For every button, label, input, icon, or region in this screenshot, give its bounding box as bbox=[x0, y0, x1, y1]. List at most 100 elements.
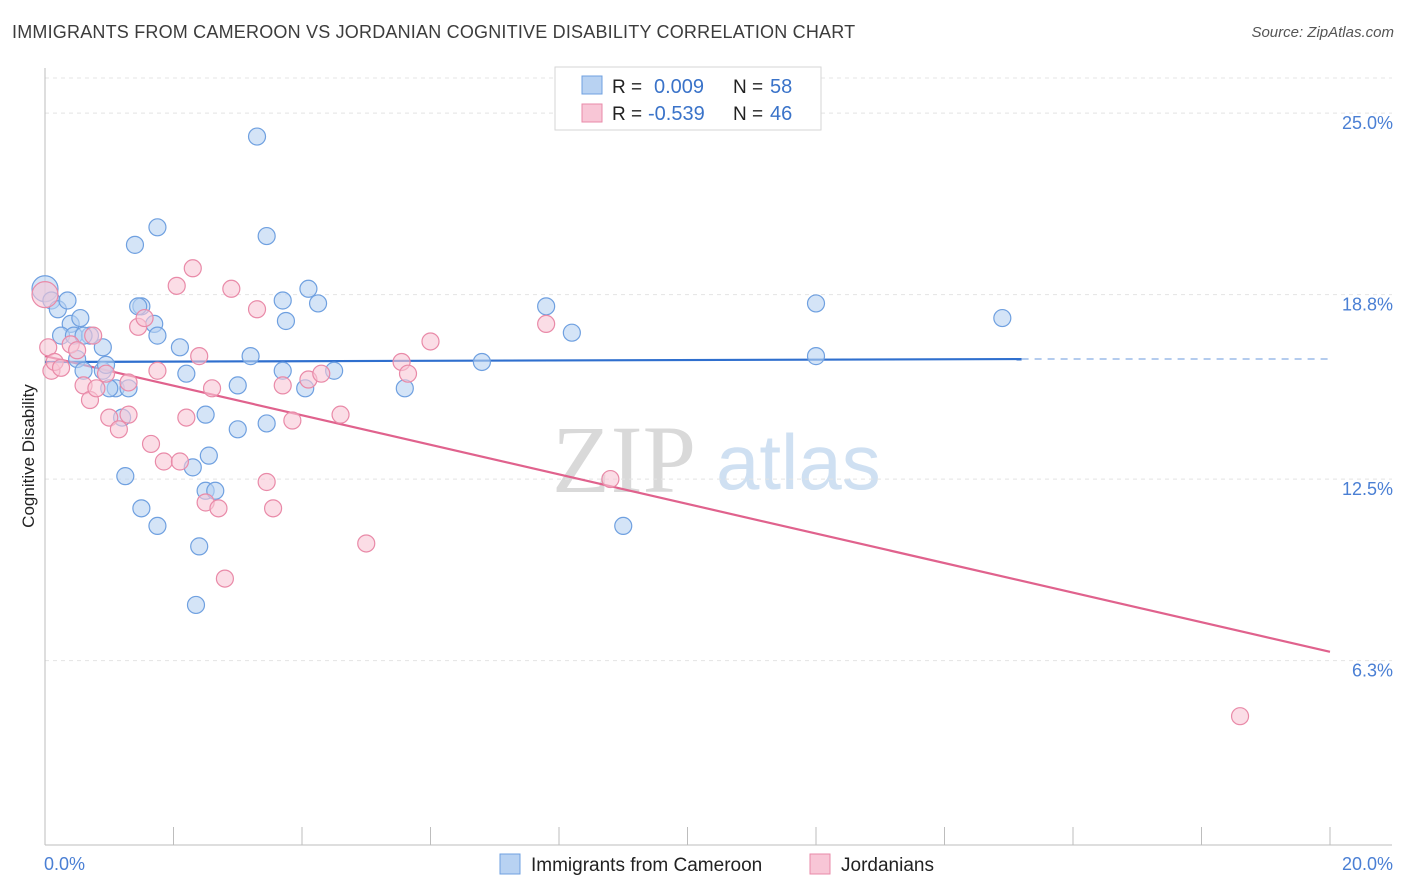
series-legend: Immigrants from Cameroon Jordanians bbox=[499, 853, 934, 876]
jordanian-point bbox=[257, 472, 276, 492]
jordanian-point bbox=[537, 314, 556, 334]
jordanian-point bbox=[135, 308, 154, 328]
cameroon-point bbox=[273, 291, 292, 310]
jordanian-point bbox=[167, 276, 186, 295]
jordanian-point bbox=[100, 408, 119, 427]
bottom-legend-label-cameroon: Immigrants from Cameroon bbox=[531, 855, 762, 876]
axes: 6.3% 12.5% 18.8% 25.0% 0.0% 20.0% bbox=[44, 68, 1393, 874]
chart-title: IMMIGRANTS FROM CAMEROON VS JORDANIAN CO… bbox=[12, 22, 856, 42]
cameroon-point bbox=[148, 516, 167, 536]
legend-r-value-2: -0.539 bbox=[648, 103, 705, 125]
legend-n-label-2: N = bbox=[733, 104, 763, 125]
cameroon-point bbox=[93, 338, 112, 357]
cameroon-point bbox=[241, 347, 260, 366]
jordanian-point bbox=[177, 408, 196, 427]
x-tick-label: 20.0% bbox=[1342, 854, 1393, 874]
cameroon-point bbox=[299, 279, 318, 298]
jordanian-point bbox=[283, 411, 302, 430]
cameroon-point bbox=[562, 323, 581, 342]
jordanian-point bbox=[96, 364, 116, 383]
jordanian-point bbox=[141, 434, 161, 454]
data-points bbox=[31, 127, 1250, 726]
jordanian-point bbox=[601, 469, 620, 489]
jordanian-trend-line bbox=[44, 355, 1331, 653]
cameroon-point bbox=[199, 446, 218, 465]
cameroon-point bbox=[247, 127, 267, 146]
y-tick-label: 6.3% bbox=[1352, 661, 1393, 681]
bottom-legend-label-jordanians: Jordanians bbox=[841, 855, 934, 876]
cameroon-point bbox=[257, 226, 276, 246]
cameroon-trend-line bbox=[44, 357, 1022, 364]
cameroon-point bbox=[58, 291, 77, 310]
cameroon-point bbox=[537, 297, 556, 316]
legend-swatch-cameroon bbox=[581, 75, 603, 95]
jordanian-point bbox=[209, 499, 228, 518]
watermark-atlas: atlas bbox=[716, 418, 881, 506]
cameroon-point bbox=[190, 537, 209, 556]
jordanian-point bbox=[222, 279, 241, 298]
jordanian-point bbox=[263, 499, 283, 518]
y-tick-label: 12.5% bbox=[1342, 479, 1393, 499]
legend-r-value-1: 0.009 bbox=[654, 76, 704, 98]
cameroon-point bbox=[993, 308, 1012, 328]
trend-lines bbox=[44, 355, 1331, 653]
jordanian-point bbox=[31, 281, 59, 309]
jordanian-point bbox=[357, 534, 376, 553]
cameroon-point bbox=[614, 516, 633, 536]
legend-r-label-2: R = bbox=[612, 104, 642, 125]
bottom-legend-swatch-jordanians bbox=[809, 853, 831, 875]
cameroon-point bbox=[132, 499, 151, 518]
jordanian-point bbox=[148, 361, 167, 380]
legend-n-value-1: 58 bbox=[770, 76, 792, 98]
cameroon-point bbox=[148, 218, 167, 237]
jordanian-point bbox=[119, 405, 138, 424]
jordanian-point bbox=[87, 379, 106, 398]
jordanian-point bbox=[109, 420, 128, 439]
source-label: Source: ZipAtlas.com bbox=[1251, 24, 1394, 41]
legend-n-label-1: N = bbox=[733, 77, 763, 98]
y-tick-label: 18.8% bbox=[1342, 295, 1393, 315]
gridlines bbox=[45, 77, 1392, 662]
jordanian-point bbox=[215, 569, 234, 588]
cameroon-point bbox=[228, 420, 247, 439]
cameroon-point bbox=[308, 294, 328, 313]
jordanian-point bbox=[170, 452, 190, 471]
jordanian-point bbox=[84, 326, 103, 345]
correlation-legend: R = 0.009 N = 58 R = -0.539 N = 46 bbox=[554, 66, 822, 131]
legend-r-label-1: R = bbox=[612, 77, 642, 98]
jordanian-point bbox=[398, 364, 418, 383]
jordanian-point bbox=[190, 347, 209, 366]
jordanian-point bbox=[1230, 707, 1250, 726]
jordanian-point bbox=[312, 364, 331, 383]
y-tick-label: 25.0% bbox=[1342, 113, 1393, 133]
cameroon-point bbox=[125, 235, 145, 254]
bottom-legend-swatch-cameroon bbox=[499, 853, 521, 875]
cameroon-point bbox=[206, 481, 225, 500]
legend-n-value-2: 46 bbox=[770, 103, 792, 125]
x-tick-label: 0.0% bbox=[44, 854, 85, 874]
jordanian-point bbox=[331, 405, 350, 424]
cameroon-point bbox=[276, 311, 296, 331]
jordanian-point bbox=[68, 341, 87, 360]
jordanian-point bbox=[183, 259, 202, 278]
jordanian-point bbox=[154, 452, 173, 471]
cameroon-point bbox=[228, 376, 247, 395]
jordanian-point bbox=[421, 332, 440, 351]
cameroon-point bbox=[395, 379, 414, 398]
cameroon-point bbox=[177, 364, 196, 383]
jordanian-point bbox=[51, 358, 71, 377]
cameroon-point bbox=[186, 595, 206, 615]
watermark-zip: ZIP bbox=[552, 406, 696, 513]
y-axis-title: Cognitive Disability bbox=[19, 384, 38, 528]
cameroon-point bbox=[257, 414, 276, 433]
cameroon-point bbox=[806, 294, 826, 313]
cameroon-point bbox=[472, 352, 491, 372]
jordanian-point bbox=[273, 376, 292, 395]
cameroon-point bbox=[116, 467, 135, 486]
cameroon-point bbox=[196, 405, 215, 424]
legend-swatch-jordanians bbox=[581, 103, 603, 123]
jordanian-point bbox=[247, 300, 267, 319]
cameroon-point bbox=[148, 326, 167, 345]
jordanian-point bbox=[202, 379, 222, 398]
